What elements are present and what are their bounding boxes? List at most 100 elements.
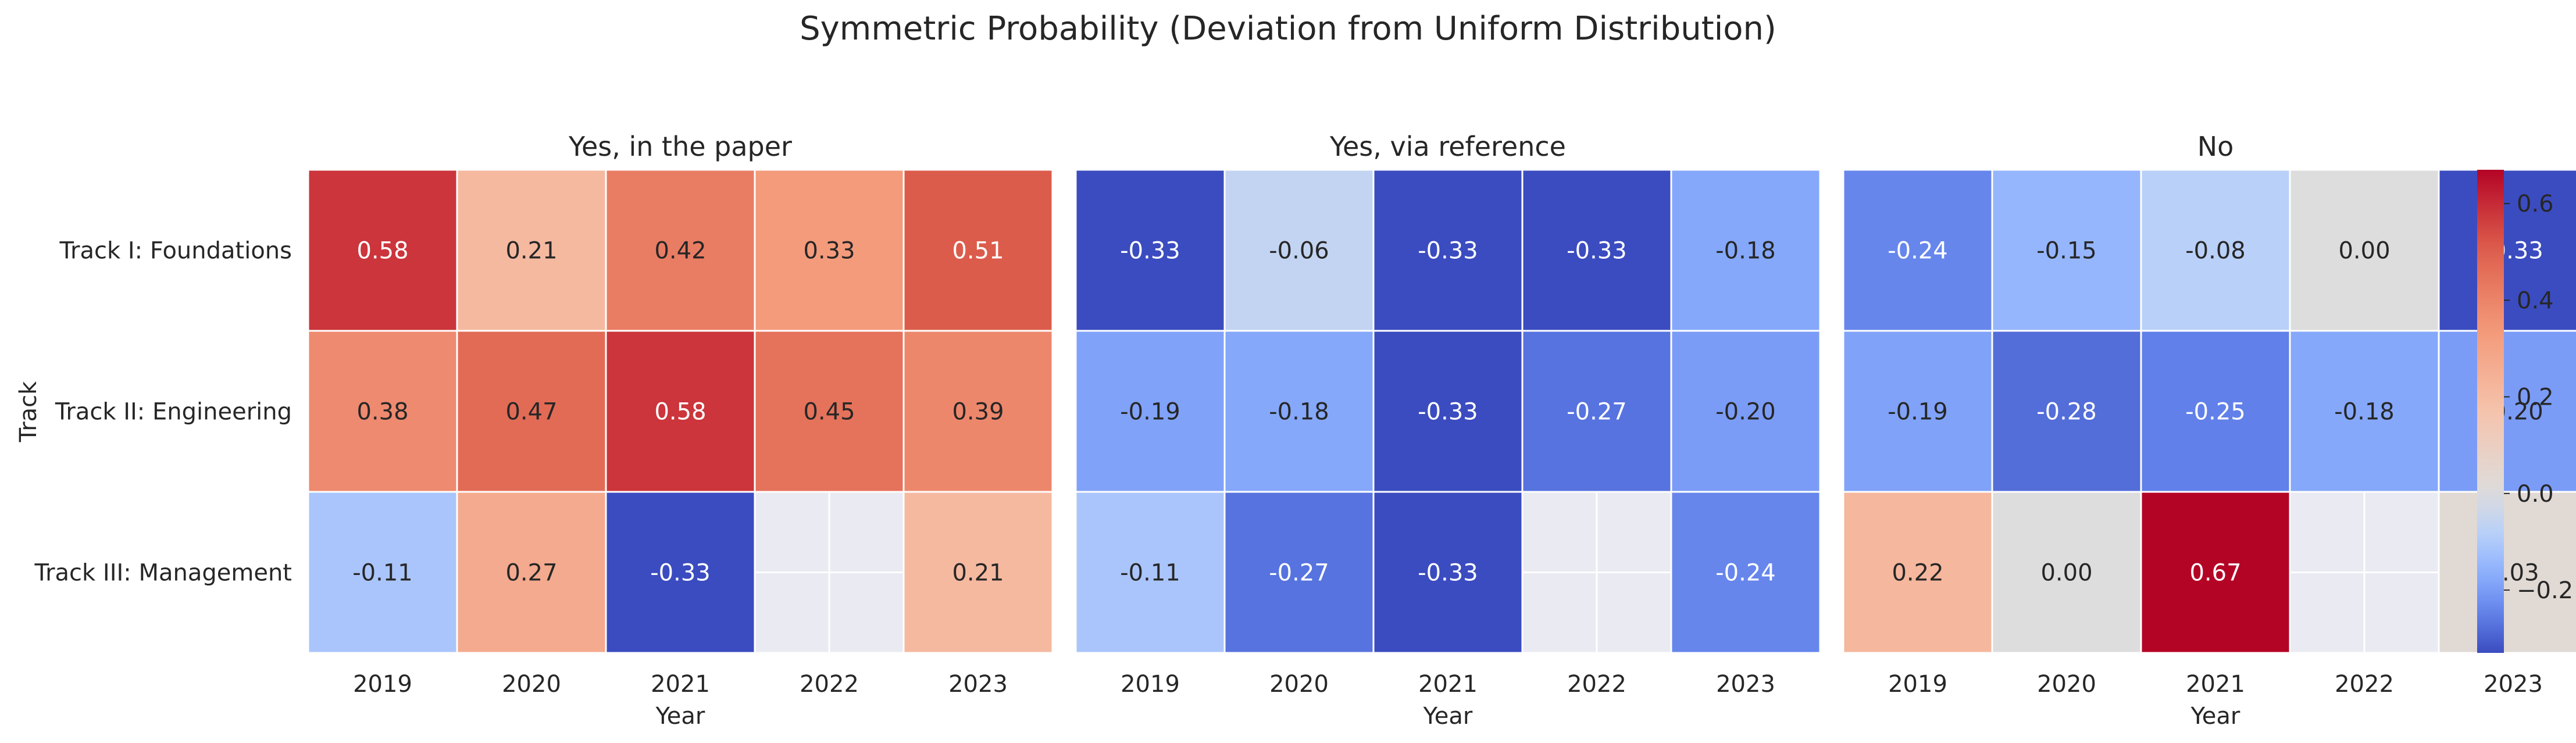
panel-title: Yes, via reference [1329, 131, 1566, 162]
heatmap-cell [754, 169, 905, 332]
colorbar-tick-label: −0.2 [2517, 577, 2573, 604]
x-tick-label: 2019 [1121, 671, 1180, 698]
cell-value-label: -0.25 [2185, 399, 2246, 426]
panel-title: No [2197, 131, 2234, 162]
heatmap-cell [2289, 169, 2440, 332]
cell-value-label: -0.27 [1269, 560, 1329, 587]
cell-value-label: 0.42 [654, 238, 706, 265]
colorbar-tick-label: 0.2 [2517, 384, 2554, 411]
x-axis-label: Year [655, 703, 705, 730]
cell-value-label: -0.11 [1120, 560, 1180, 587]
heatmap-cell [605, 491, 756, 654]
cell-value-label: -0.18 [2334, 399, 2395, 426]
cell-value-label: -0.28 [2036, 399, 2097, 426]
x-tick-label: 2019 [353, 671, 412, 698]
heatmap-cell [1842, 169, 1993, 332]
x-tick-label: 2022 [1567, 671, 1626, 698]
heatmap-cell [1991, 330, 2142, 493]
heatmap-cell [1372, 491, 1524, 654]
cell-value-label: 0.33 [803, 238, 855, 265]
heatmap-cell [2438, 330, 2576, 493]
heatmap-cell [605, 330, 756, 493]
heatmap-cell [307, 330, 458, 493]
figure-title: Symmetric Probability (Deviation from Un… [800, 10, 1776, 48]
heatmap-cell [1075, 169, 1226, 332]
heatmap-cell [902, 330, 1054, 493]
cell-value-label: -0.33 [1120, 238, 1180, 265]
cell-value-label: 0.67 [2189, 560, 2241, 587]
x-tick-label: 2022 [2335, 671, 2394, 698]
heatmap-cell [1991, 169, 2142, 332]
x-tick-label: 2023 [948, 671, 1008, 698]
cell-value-label: -0.11 [352, 560, 413, 587]
cell-value-label: -0.27 [1567, 399, 1627, 426]
y-tick-label: Track III: Management [34, 560, 292, 587]
cell-value-label: -0.33 [1418, 238, 1478, 265]
heatmap-cell [1670, 169, 1821, 332]
heatmap-cell [1223, 491, 1375, 654]
cell-value-label: -0.33 [1567, 238, 1627, 265]
x-tick-label: 2021 [1418, 671, 1478, 698]
cell-value-label: 0.27 [505, 560, 557, 587]
cell-value-label: -0.06 [1269, 238, 1329, 265]
heatmap-cell [1223, 330, 1375, 493]
panel-title: Yes, in the paper [568, 131, 792, 162]
y-tick-label: Track II: Engineering [55, 399, 292, 426]
panel-2: Yes, via reference -0.33 -0.06 -0.33 -0.33 -0… [1075, 131, 1821, 730]
cell-value-label: -0.24 [1715, 560, 1776, 587]
heatmap-cell [1075, 491, 1226, 654]
heatmap-cell [456, 491, 607, 654]
panel-3: No-0.24 -0.15 -0.08 0.00 -0.33-0.19 -0.28 -0.2… [1842, 131, 2576, 730]
cell-value-label: 0.39 [952, 399, 1004, 426]
cell-value-label: -0.33 [1418, 399, 1478, 426]
cell-value-label: -0.24 [1888, 238, 1948, 265]
heatmap-cell [605, 169, 756, 332]
heatmap-cell [1991, 491, 2142, 654]
heatmap-cell [1372, 169, 1524, 332]
x-tick-label: 2019 [1888, 671, 1947, 698]
cell-value-label: -0.19 [1120, 399, 1180, 426]
x-tick-label: 2020 [1269, 671, 1329, 698]
heatmap-cell [1075, 330, 1226, 493]
cell-value-label: -0.20 [1715, 399, 1776, 426]
heatmap-cell [1372, 330, 1524, 493]
heatmap-cell [1842, 491, 1993, 654]
cell-value-label: 0.00 [2040, 560, 2092, 587]
colorbar: −0.2 0.0 0.2 0.4 0.6 [2477, 170, 2573, 653]
cell-value-label: -0.33 [1418, 560, 1478, 587]
cell-value-label: 0.00 [2338, 238, 2390, 265]
x-tick-label: 2023 [2484, 671, 2543, 698]
heatmap-cell [1842, 330, 1993, 493]
colorbar-gradient [2477, 170, 2504, 653]
cell-value-label: -0.15 [2036, 238, 2097, 265]
x-tick-label: 2020 [2037, 671, 2096, 698]
cell-value-label: -0.18 [1715, 238, 1776, 265]
heatmap-cell [902, 491, 1054, 654]
heatmap-cell [1670, 330, 1821, 493]
cell-value-label: 0.58 [356, 238, 408, 265]
x-tick-label: 2021 [2186, 671, 2245, 698]
heatmap-cell [1521, 330, 1672, 493]
heatmap-cell [2140, 491, 2291, 654]
x-tick-label: 2023 [1716, 671, 1775, 698]
x-axis-label: Year [1423, 703, 1473, 730]
y-axis-label: Track [15, 381, 42, 443]
cell-value-label: -0.08 [2185, 238, 2246, 265]
heatmap-panels: Yes, in the paper 0.58 0.21 0.42 0.33 0.51 0.3… [34, 131, 2576, 730]
cell-value-label: 0.47 [505, 399, 557, 426]
x-tick-label: 2022 [800, 671, 859, 698]
cell-value-label: 0.45 [803, 399, 855, 426]
cell-value-label: -0.18 [1269, 399, 1329, 426]
heatmap-cell [902, 169, 1054, 332]
cell-value-label: 0.51 [952, 238, 1004, 265]
colorbar-tick-label: 0.0 [2517, 481, 2554, 508]
cell-value-label: 0.21 [952, 560, 1004, 587]
cell-value-label: 0.21 [505, 238, 557, 265]
x-tick-label: 2020 [502, 671, 561, 698]
x-tick-label: 2021 [651, 671, 710, 698]
x-axis-label: Year [2190, 703, 2240, 730]
heatmap-cell [1670, 491, 1821, 654]
colorbar-tick-label: 0.6 [2517, 191, 2554, 217]
panel-1: Yes, in the paper 0.58 0.21 0.42 0.33 0.51 0.3… [34, 131, 1054, 730]
